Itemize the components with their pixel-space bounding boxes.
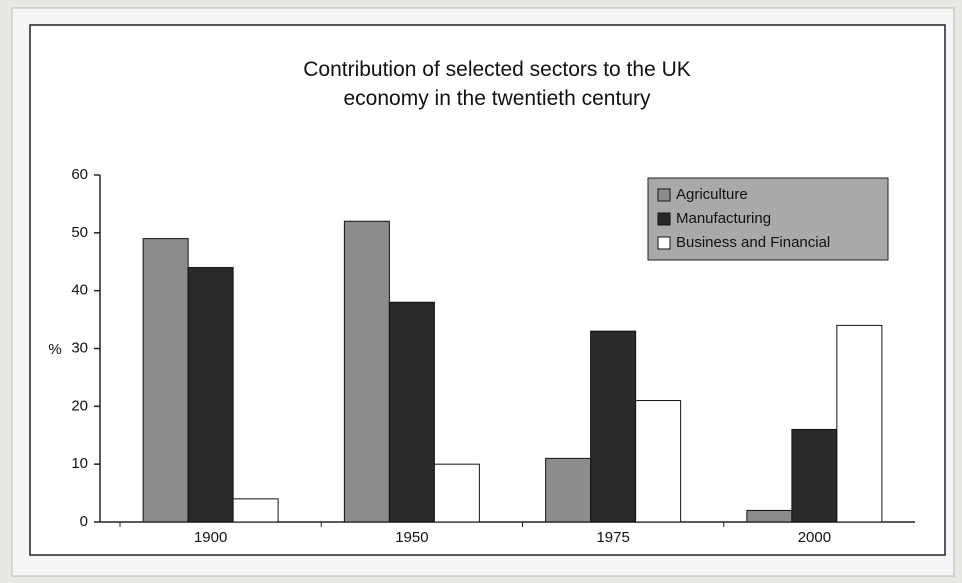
bar: [433, 463, 480, 523]
x-tick-label: 1950: [395, 529, 428, 546]
bar: [746, 509, 793, 523]
y-tick-label: 60: [71, 166, 88, 183]
x-tick-label: 1900: [194, 529, 227, 546]
legend-swatch: [657, 236, 671, 250]
legend-label: Agriculture: [676, 186, 748, 203]
y-axis-label: %: [48, 341, 61, 358]
x-tick-label: 1975: [596, 529, 629, 546]
bar: [590, 330, 637, 523]
legend-swatch: [657, 188, 671, 202]
bar: [791, 428, 838, 523]
bar: [836, 324, 883, 523]
y-tick-label: 40: [71, 282, 88, 299]
legend-swatch: [657, 212, 671, 226]
legend-label: Business and Financial: [676, 234, 830, 251]
bar: [142, 238, 189, 523]
bar: [545, 457, 592, 523]
legend-box: [647, 177, 889, 261]
bar: [388, 301, 435, 523]
y-tick-label: 0: [80, 513, 88, 530]
y-tick-label: 20: [71, 397, 88, 414]
bar: [635, 400, 682, 523]
y-tick-label: 30: [71, 339, 88, 356]
chart-title: Contribution of selected sectors to the …: [303, 58, 691, 110]
y-tick-label: 50: [71, 224, 88, 241]
bar: [187, 267, 234, 523]
bar: [232, 498, 279, 523]
legend-label: Manufacturing: [676, 210, 771, 227]
y-tick-label: 10: [71, 455, 88, 472]
x-tick-label: 2000: [798, 529, 831, 546]
bar: [343, 220, 390, 523]
